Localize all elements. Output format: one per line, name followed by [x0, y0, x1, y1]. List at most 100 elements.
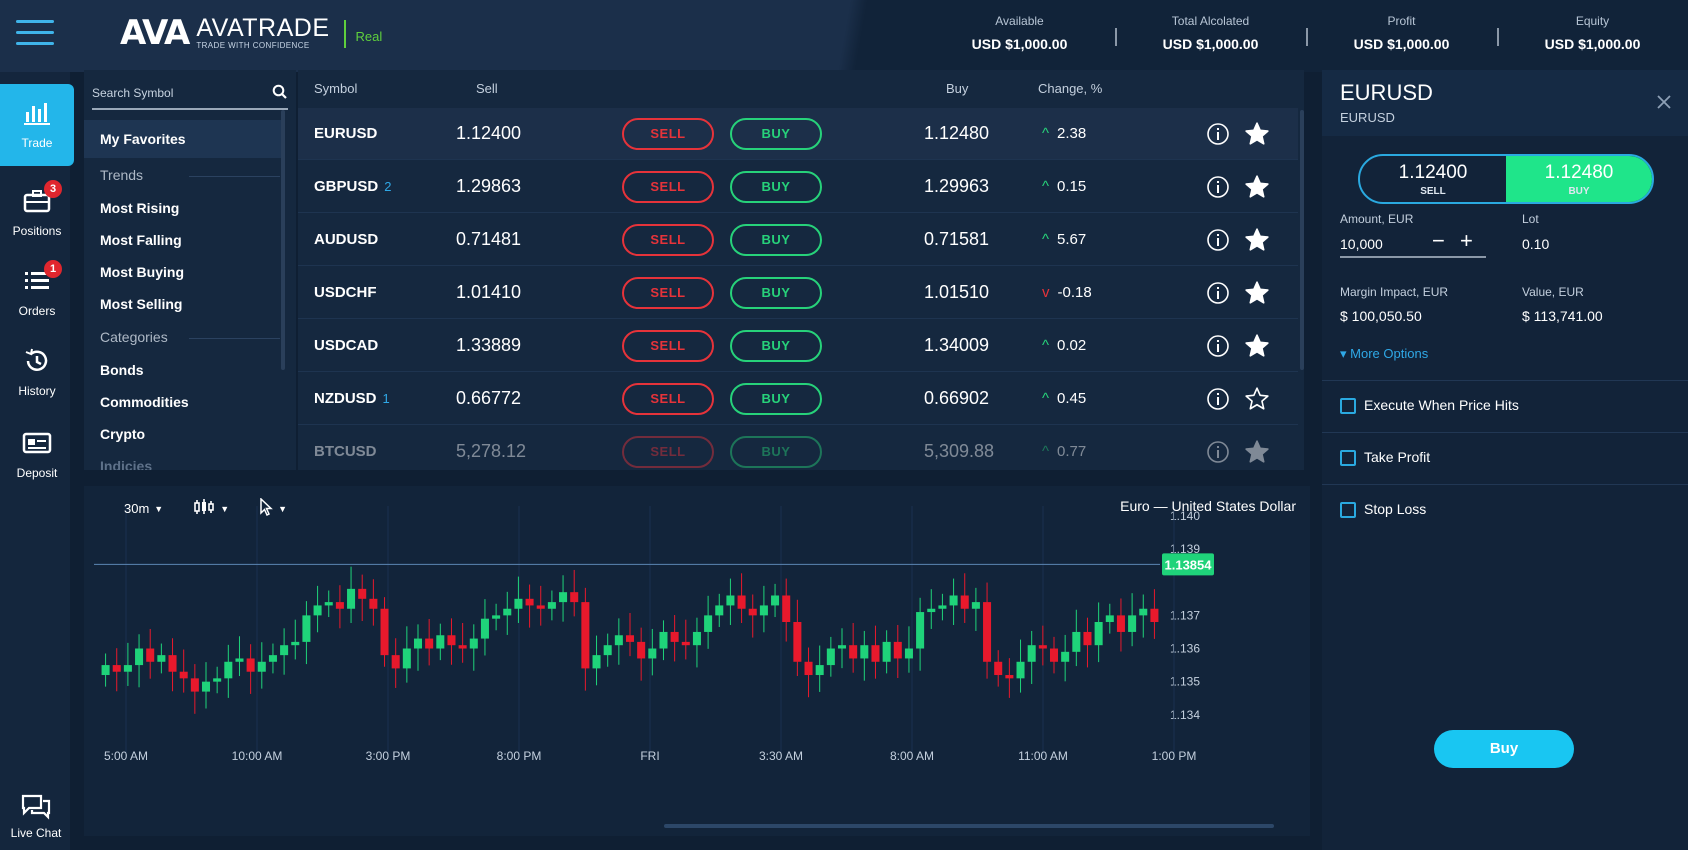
info-icon[interactable] — [1206, 387, 1230, 411]
candle-down — [190, 678, 199, 692]
info-icon[interactable] — [1206, 175, 1230, 199]
chevron-up-icon: ^ — [1042, 125, 1050, 142]
interval-dropdown[interactable]: 30m ▼ — [124, 501, 163, 516]
nav-trade[interactable]: Trade — [0, 84, 74, 166]
table-row[interactable]: EURUSD 1.12400 SELL BUY 1.12480 ^ 2.38 — [298, 108, 1298, 160]
candle-down — [1083, 631, 1092, 646]
star-filled-icon[interactable] — [1244, 439, 1270, 465]
nav-positions[interactable]: 3 Positions — [0, 172, 74, 254]
star-filled-icon[interactable] — [1244, 333, 1270, 359]
chart-type-dropdown[interactable]: ▼ — [193, 499, 229, 518]
cursor-icon — [259, 497, 274, 519]
close-icon[interactable] — [1654, 92, 1674, 112]
row-symbol: USDCAD — [314, 337, 379, 354]
checkbox[interactable] — [1340, 450, 1356, 466]
buy-price-option[interactable]: 1.12480 BUY — [1506, 156, 1652, 202]
search-input[interactable] — [92, 78, 272, 108]
table-scrollbar[interactable] — [1300, 110, 1304, 370]
table-row[interactable]: NZDUSD 1 0.66772 SELL BUY 0.66902 ^ 0.45 — [298, 373, 1298, 425]
candle-down — [581, 602, 590, 669]
menu-my-favorites[interactable]: My Favorites — [84, 120, 284, 158]
buy-button[interactable]: BUY — [730, 330, 822, 362]
sell-button[interactable]: SELL — [622, 330, 714, 362]
star-filled-icon[interactable] — [1244, 280, 1270, 306]
menu-most-selling[interactable]: Most Selling — [100, 296, 183, 312]
table-row[interactable]: GBPUSD 2 1.29863 SELL BUY 1.29963 ^ 0.15 — [298, 161, 1298, 213]
cursor-dropdown[interactable]: ▼ — [259, 497, 287, 519]
star-filled-icon[interactable] — [1244, 227, 1270, 253]
buy-button[interactable]: BUY — [730, 118, 822, 150]
symbols-menu: My Favorites Trends Most Rising Most Fal… — [84, 70, 296, 470]
row-symbol: GBPUSD 2 — [314, 178, 392, 195]
submit-buy-button[interactable]: Buy — [1434, 730, 1574, 768]
option-stop-loss[interactable]: Stop Loss — [1322, 484, 1688, 536]
menu-most-falling[interactable]: Most Falling — [100, 232, 182, 248]
option-execute-when-price-hits[interactable]: Execute When Price Hits — [1322, 380, 1688, 432]
info-icon[interactable] — [1206, 440, 1230, 464]
buy-button[interactable]: BUY — [730, 224, 822, 256]
info-icon[interactable] — [1206, 122, 1230, 146]
table-row[interactable]: USDCAD 1.33889 SELL BUY 1.34009 ^ 0.02 — [298, 320, 1298, 372]
candle-up — [347, 588, 356, 609]
checkbox[interactable] — [1340, 502, 1356, 518]
sell-button[interactable]: SELL — [622, 171, 714, 203]
amount-field[interactable]: 10,000 — [1340, 236, 1383, 252]
info-icon[interactable] — [1206, 334, 1230, 358]
buy-button[interactable]: BUY — [730, 277, 822, 309]
y-tick-label: 1.137 — [1170, 608, 1200, 622]
buy-button[interactable]: BUY — [730, 171, 822, 203]
chart-toolbar: 30m ▼ ▼ ▼ — [124, 497, 317, 519]
search-icon[interactable] — [272, 84, 288, 100]
candle-down — [748, 608, 757, 616]
nav-deposit[interactable]: Deposit — [0, 414, 74, 496]
info-icon[interactable] — [1206, 281, 1230, 305]
table-row[interactable]: BTCUSD 5,278.12 SELL BUY 5,309.88 ^ 0.77 — [298, 426, 1298, 470]
menu-indicies[interactable]: Indicies — [100, 458, 153, 470]
chevron-up-icon: ^ — [1042, 390, 1050, 407]
candle-up — [1139, 608, 1148, 616]
menu-most-buying[interactable]: Most Buying — [100, 264, 184, 280]
card-icon — [20, 426, 54, 460]
sell-button[interactable]: SELL — [622, 383, 714, 415]
candle-up — [436, 635, 445, 649]
candle-down — [871, 645, 880, 662]
buy-button[interactable]: BUY — [730, 383, 822, 415]
row-symbol: AUDUSD — [314, 231, 379, 248]
sell-price-option[interactable]: 1.12400 SELL — [1360, 156, 1506, 202]
info-icon[interactable] — [1206, 228, 1230, 252]
star-outline-icon[interactable] — [1244, 386, 1270, 412]
nav-history[interactable]: History — [0, 332, 74, 414]
table-row[interactable]: USDCHF 1.01410 SELL BUY 1.01510 v -0.18 — [298, 267, 1298, 319]
chart-scrollbar[interactable] — [664, 824, 1274, 828]
star-filled-icon[interactable] — [1244, 174, 1270, 200]
value-value: $ 113,741.00 — [1522, 308, 1603, 324]
candle-down — [335, 602, 344, 609]
menu-icon[interactable] — [16, 20, 54, 50]
star-filled-icon[interactable] — [1244, 121, 1270, 147]
sell-button[interactable]: SELL — [622, 277, 714, 309]
table-row[interactable]: AUDUSD 0.71481 SELL BUY 0.71581 ^ 5.67 — [298, 214, 1298, 266]
option-label: Stop Loss — [1364, 501, 1427, 517]
more-options-toggle[interactable]: ▾ More Options — [1340, 346, 1428, 362]
row-sell-price: 1.29863 — [456, 176, 522, 196]
menu-most-rising[interactable]: Most Rising — [100, 200, 180, 216]
candle-down — [369, 598, 378, 609]
option-take-profit[interactable]: Take Profit — [1322, 432, 1688, 484]
sell-button[interactable]: SELL — [622, 436, 714, 468]
nav-orders[interactable]: 1 Orders — [0, 252, 74, 334]
buy-button[interactable]: BUY — [730, 436, 822, 468]
symbols-scrollbar[interactable] — [281, 110, 285, 370]
candle-up — [224, 661, 233, 679]
menu-crypto[interactable]: Crypto — [100, 426, 146, 442]
menu-commodities[interactable]: Commodities — [100, 394, 189, 410]
decrease-amount-button[interactable]: − — [1432, 228, 1445, 253]
live-chat-button[interactable]: Live Chat — [0, 778, 72, 840]
menu-bonds[interactable]: Bonds — [100, 362, 144, 378]
increase-amount-button[interactable]: + — [1460, 228, 1473, 253]
sell-button[interactable]: SELL — [622, 224, 714, 256]
menu-section-trends: Trends — [84, 158, 296, 192]
sell-button[interactable]: SELL — [622, 118, 714, 150]
candlestick-chart[interactable]: 1.140 1.139 1.137 1.136 1.135 1.134 5:00 AM 10:… — [84, 486, 1310, 836]
stat-value: USD $1,000.00 — [1353, 36, 1450, 52]
checkbox[interactable] — [1340, 398, 1356, 414]
